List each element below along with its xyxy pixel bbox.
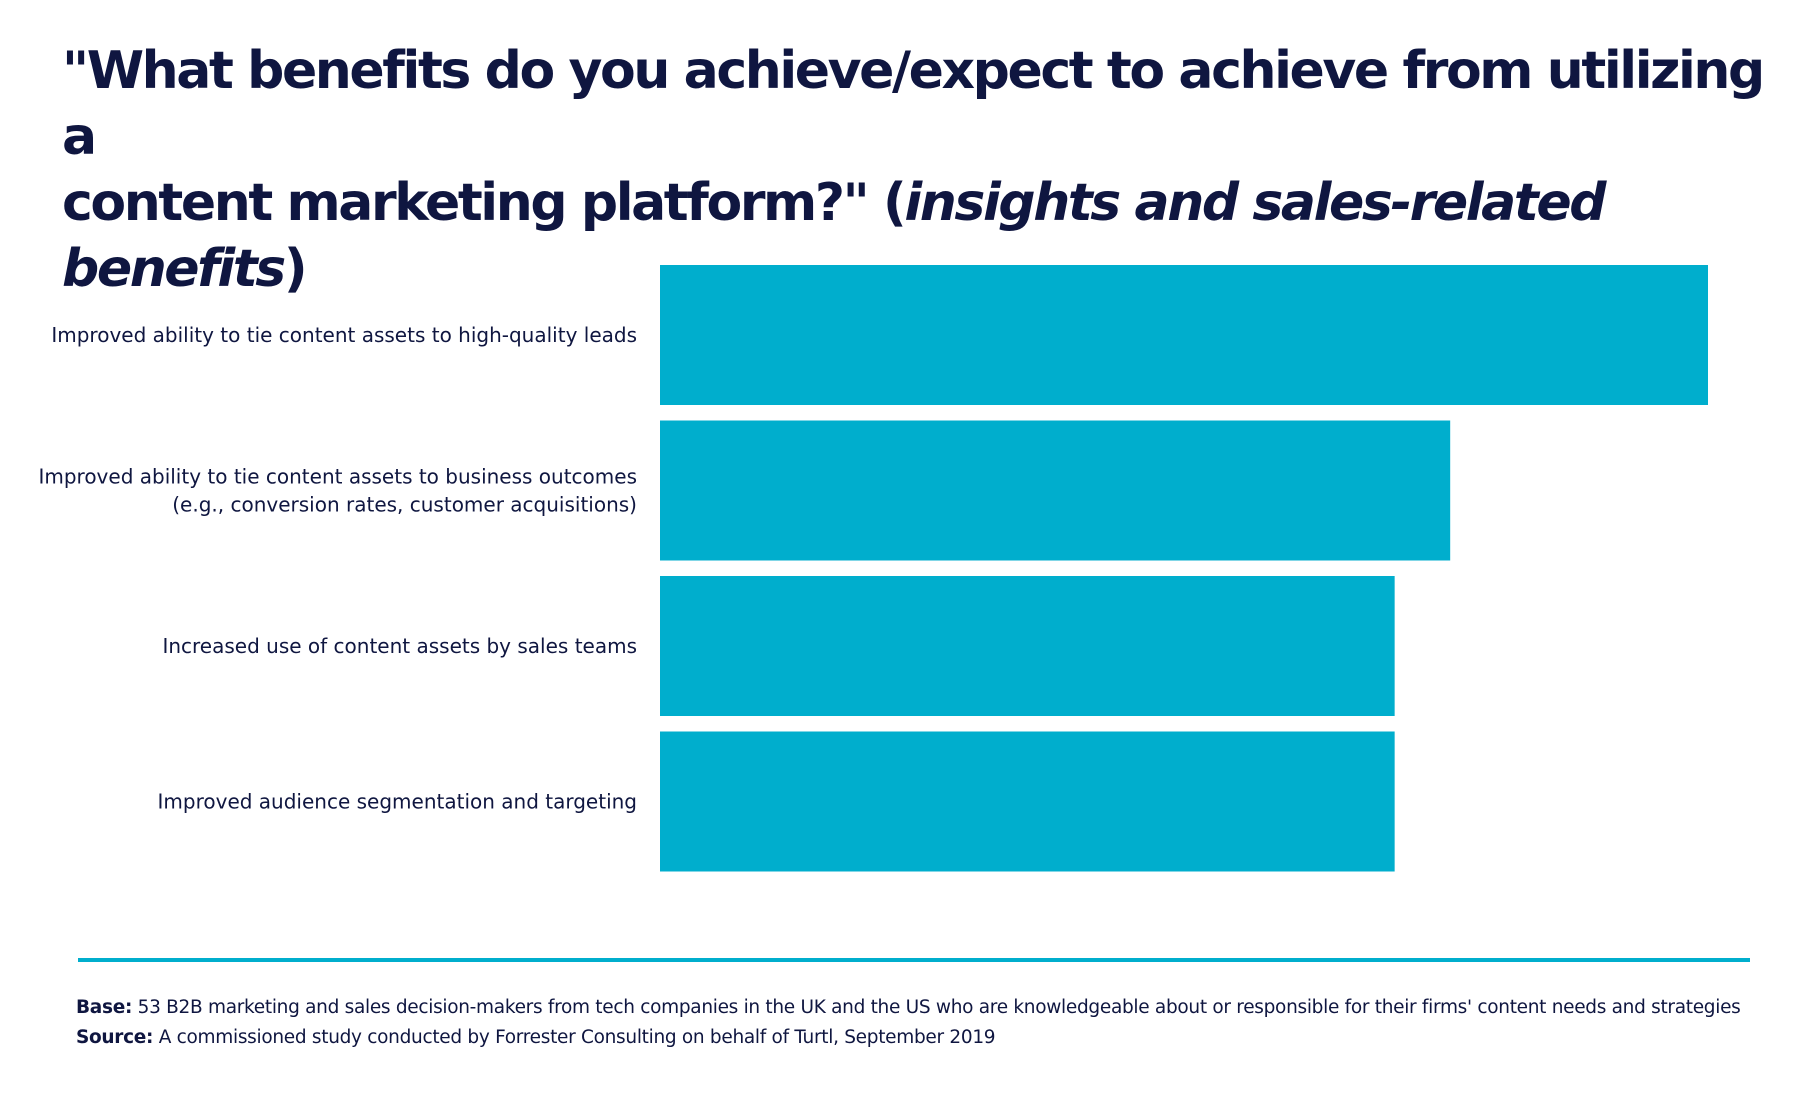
category-label-2-line-1: Improved ability to tie content assets t… [38, 465, 637, 489]
base-label: Base: [76, 997, 133, 1018]
chart-title: "What benefits do you achieve/expect to … [62, 38, 1782, 302]
category-label-3: Increased use of content assets by sales… [162, 634, 637, 658]
footnote-source: Source: A commissioned study conducted b… [76, 1026, 1786, 1050]
bars-group [660, 265, 1708, 872]
category-label-2-line-2: (e.g., conversion rates, customer acquis… [172, 493, 637, 517]
footnote-base: Base: 53 B2B marketing and sales decisio… [76, 996, 1786, 1020]
category-label-4: Improved audience segmentation and targe… [158, 790, 637, 814]
footer-divider [78, 958, 1750, 962]
bar-chart: Improved ability to tie content assets t… [38, 265, 1708, 872]
base-text: 53 B2B marketing and sales decision-make… [132, 997, 1741, 1018]
category-label-1: Improved ability to tie content assets t… [51, 323, 637, 347]
title-emphasis: insights and sales-related benefits [62, 173, 1606, 299]
bar-1 [660, 265, 1708, 405]
title-line-1: "What benefits do you achieve/expect to … [62, 41, 1765, 167]
bar-2 [660, 420, 1451, 561]
source-text: A commissioned study conducted by Forres… [153, 1027, 996, 1048]
bar-4 [660, 731, 1395, 872]
title-line-2: content marketing platform?" ( [62, 173, 907, 233]
title-close: ) [283, 239, 308, 299]
bar-3 [660, 576, 1395, 716]
source-label: Source: [76, 1027, 154, 1048]
category-labels-group: Improved ability to tie content assets t… [38, 323, 637, 814]
